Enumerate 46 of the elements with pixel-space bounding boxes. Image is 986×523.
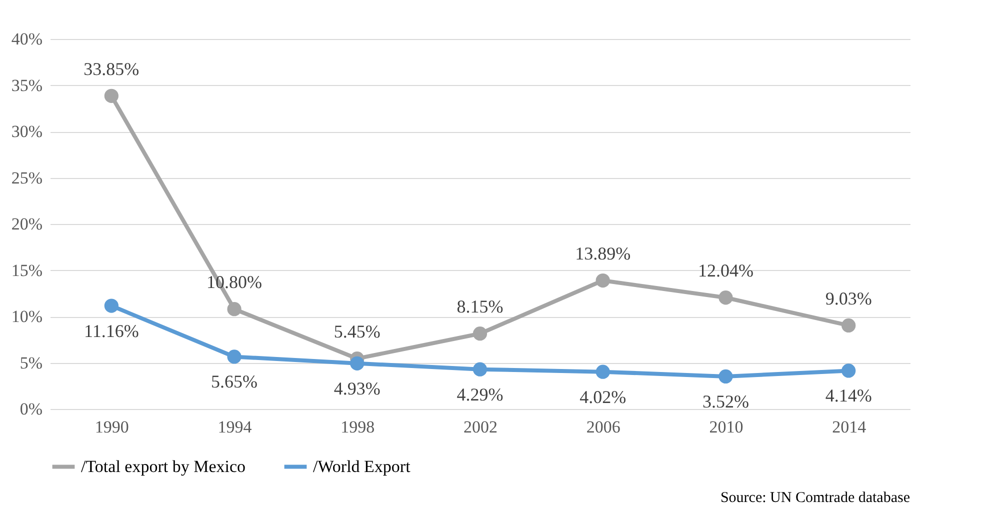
- y-tick-label: 0%: [20, 400, 42, 418]
- point: [718, 290, 733, 305]
- x-tick-label: 2006: [586, 418, 620, 436]
- y-tick-label: 30%: [11, 122, 42, 141]
- point: [472, 362, 488, 376]
- data-label: 4.29%: [456, 384, 504, 404]
- point: [104, 88, 118, 103]
- y-tick-label: 15%: [11, 260, 42, 280]
- data-label: 11.16%: [84, 320, 139, 341]
- x-tick-label: 2002: [464, 418, 498, 436]
- data-label: 10.80%: [206, 272, 262, 292]
- point: [718, 369, 733, 384]
- data-label: 9.03%: [825, 288, 872, 308]
- y-tick-label: 5%: [20, 353, 42, 372]
- point: [227, 302, 242, 316]
- point: [842, 364, 856, 378]
- point: [842, 318, 856, 333]
- data-label: 5.45%: [334, 322, 380, 342]
- data-label: 4.02%: [580, 386, 626, 407]
- data-label: 13.89%: [575, 244, 631, 264]
- point: [227, 350, 242, 364]
- point: [104, 298, 118, 313]
- y-tick-label: 20%: [11, 214, 42, 234]
- x-tick-label: 1994: [218, 418, 252, 436]
- source-note: Source: UN Comtrade database: [720, 490, 910, 506]
- x-tick-label: 2010: [709, 418, 744, 436]
- point: [472, 326, 488, 341]
- data-label: 4.14%: [825, 386, 872, 406]
- data-label: 33.85%: [84, 58, 140, 79]
- legend-label: /World Export: [313, 456, 411, 476]
- point: [596, 273, 610, 288]
- point: [350, 356, 364, 370]
- data-label: 8.15%: [456, 296, 504, 317]
- data-label: 5.65%: [211, 372, 258, 392]
- y-tick-label: 40%: [11, 30, 42, 48]
- x-tick-label: 1998: [340, 418, 375, 436]
- y-tick-label: 10%: [11, 307, 42, 326]
- y-tick-label: 25%: [11, 168, 42, 188]
- data-label: 3.52%: [702, 391, 749, 412]
- data-label: 12.04%: [698, 260, 754, 281]
- x-tick-label: 2014: [832, 418, 867, 436]
- legend-label: /Total export by Mexico: [81, 456, 246, 476]
- point: [596, 364, 610, 379]
- x-tick-label: 1990: [94, 418, 129, 436]
- data-label: 4.93%: [334, 378, 380, 398]
- y-tick-label: 35%: [11, 76, 42, 95]
